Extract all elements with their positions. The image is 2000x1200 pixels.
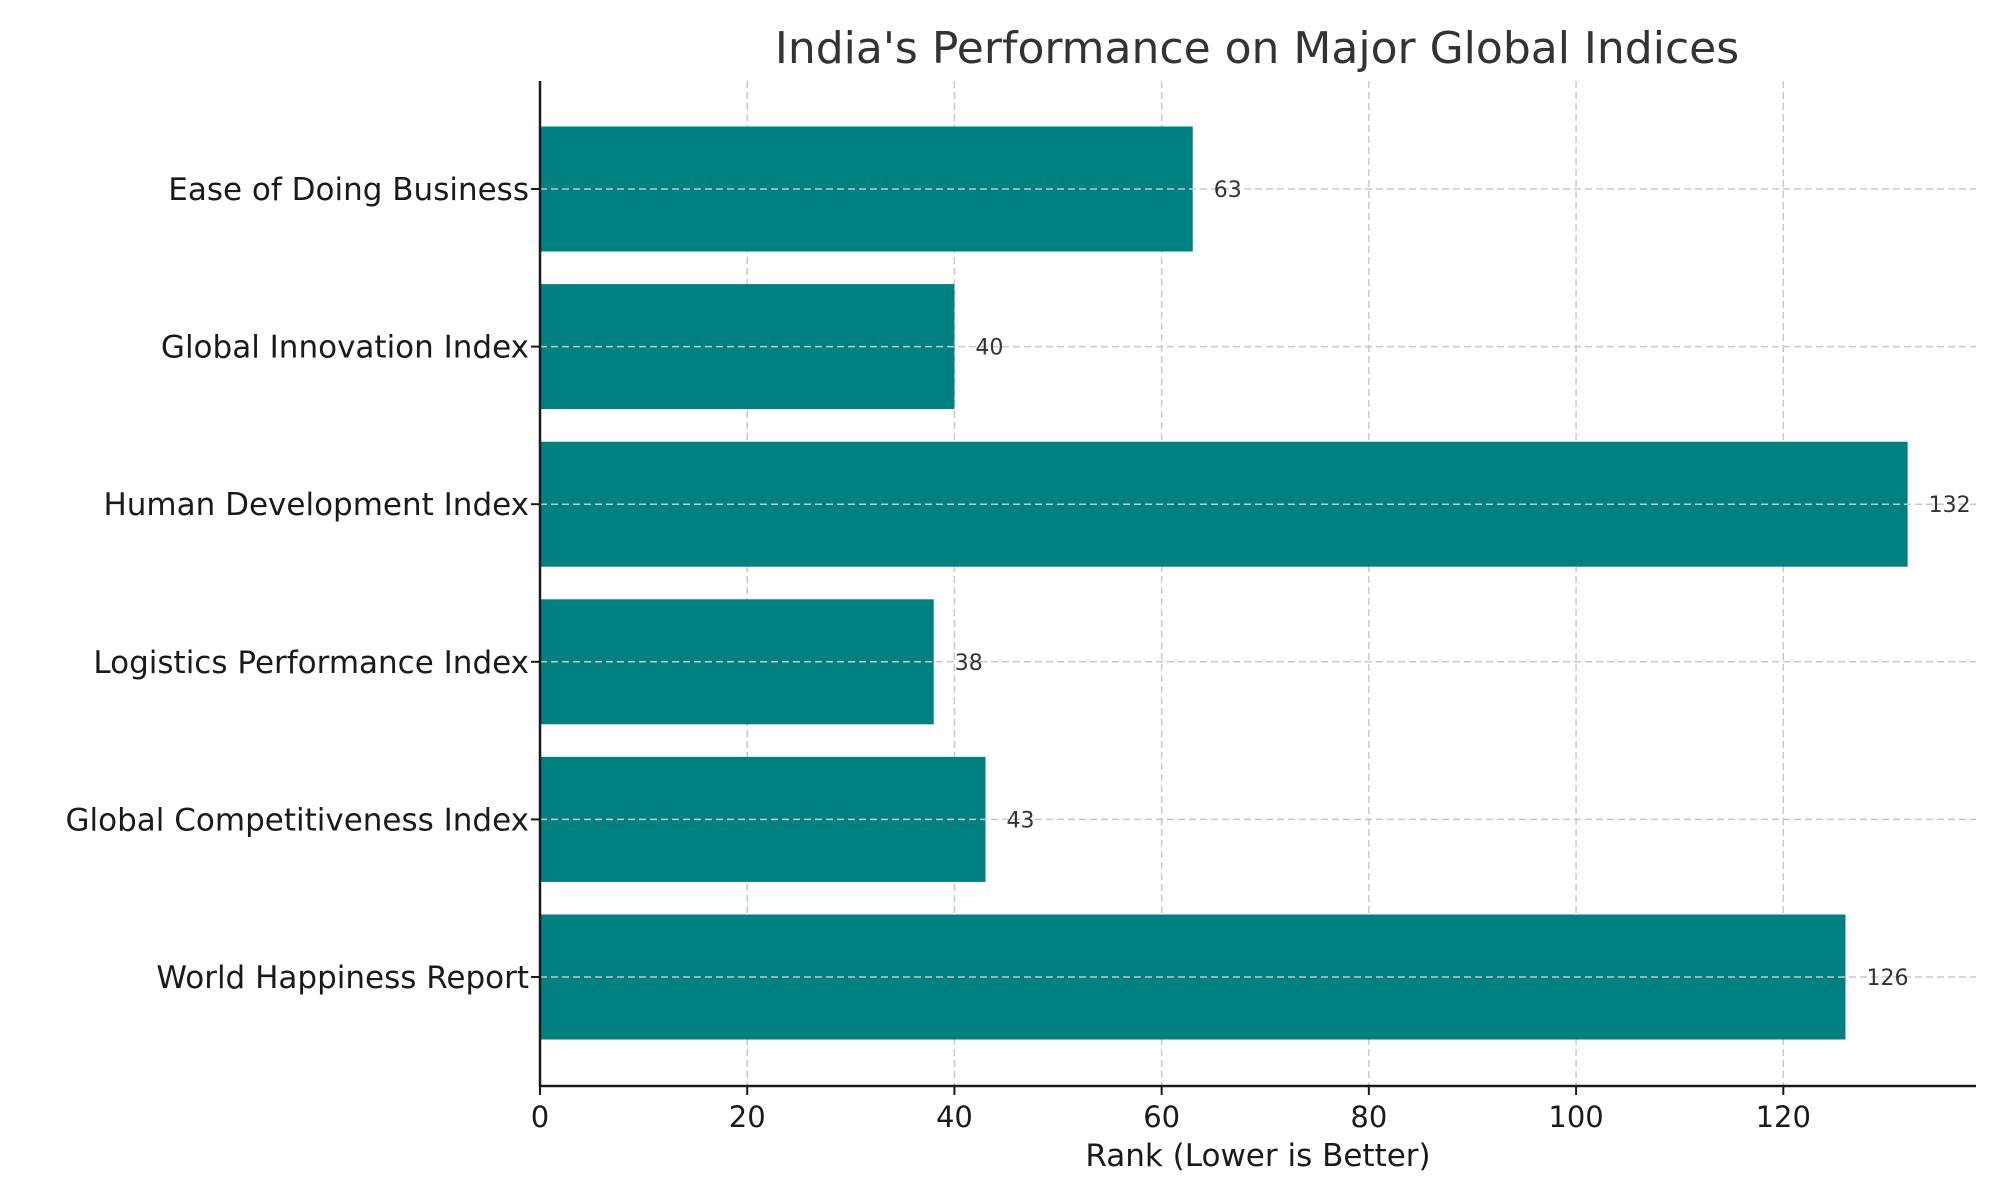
x-tick-label: 0	[531, 1100, 549, 1134]
category-label: Ease of Doing Business	[168, 172, 529, 208]
x-tick-label: 120	[1756, 1100, 1811, 1134]
category-label: Logistics Performance Index	[93, 645, 529, 681]
value-label: 126	[1866, 966, 1908, 991]
x-tick-label: 40	[936, 1100, 973, 1134]
chart-title: India's Performance on Major Global Indi…	[775, 23, 1739, 74]
x-tick-label: 100	[1548, 1100, 1603, 1134]
x-axis-label: Rank (Lower is Better)	[1085, 1138, 1430, 1174]
x-tick-label: 80	[1350, 1100, 1387, 1134]
bar	[540, 599, 934, 725]
category-label: Global Innovation Index	[161, 330, 529, 366]
value-label: 40	[975, 336, 1003, 361]
x-tick-label: 60	[1143, 1100, 1180, 1134]
x-tick-label: 20	[729, 1100, 766, 1134]
value-label: 38	[955, 651, 983, 676]
value-label: 43	[1007, 808, 1035, 833]
category-label: World Happiness Report	[156, 960, 529, 996]
value-label: 63	[1214, 178, 1242, 203]
value-label: 132	[1929, 493, 1971, 518]
category-label: Global Competitiveness Index	[66, 802, 529, 838]
category-label: Human Development Index	[103, 487, 529, 523]
